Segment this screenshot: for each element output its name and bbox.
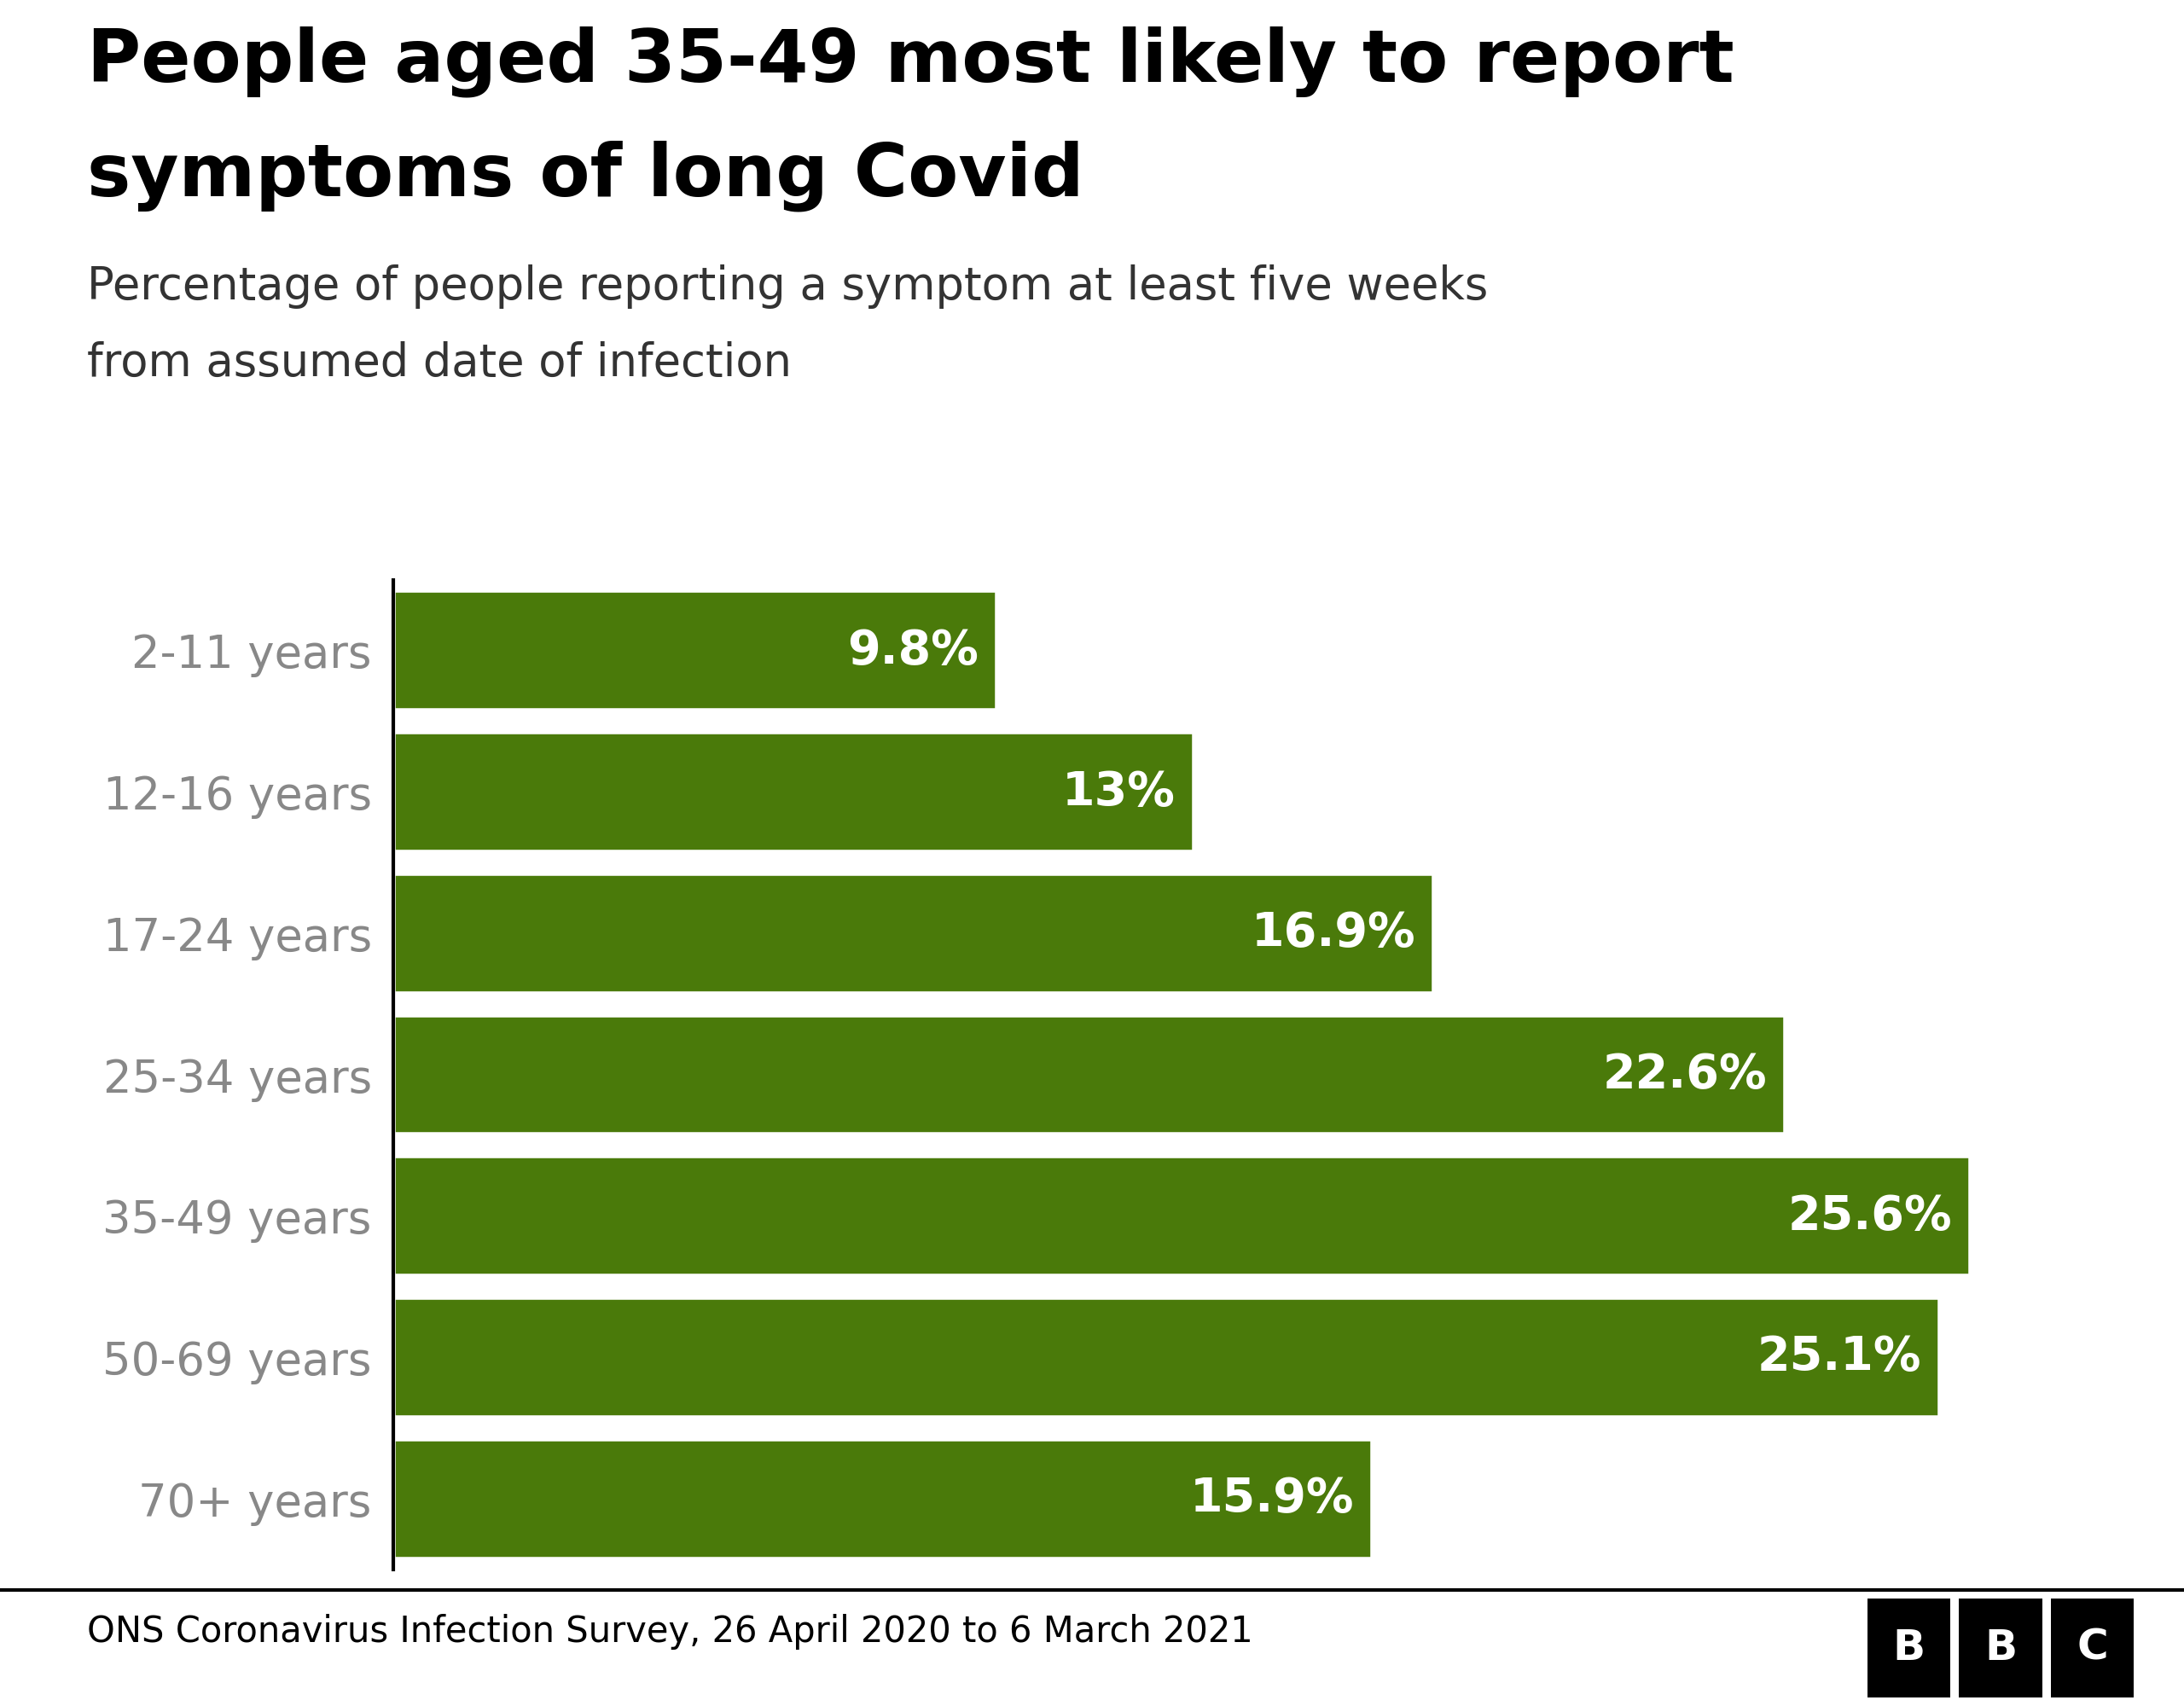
Bar xyxy=(393,732,1195,853)
Text: 22.6%: 22.6% xyxy=(1603,1051,1767,1099)
Bar xyxy=(393,1298,1939,1418)
Text: Percentage of people reporting a symptom at least five weeks: Percentage of people reporting a symptom… xyxy=(87,264,1489,309)
Text: 16.9%: 16.9% xyxy=(1251,911,1415,957)
Bar xyxy=(393,1015,1787,1134)
Bar xyxy=(393,1438,1374,1559)
Text: People aged 35-49 most likely to report: People aged 35-49 most likely to report xyxy=(87,26,1734,97)
Text: 13%: 13% xyxy=(1061,769,1175,815)
Text: from assumed date of infection: from assumed date of infection xyxy=(87,341,793,386)
Text: C: C xyxy=(2077,1628,2108,1668)
Text: ONS Coronavirus Infection Survey, 26 April 2020 to 6 March 2021: ONS Coronavirus Infection Survey, 26 Apr… xyxy=(87,1614,1254,1650)
Text: B: B xyxy=(1894,1628,1924,1668)
Text: symptoms of long Covid: symptoms of long Covid xyxy=(87,140,1083,212)
Bar xyxy=(393,590,996,711)
Bar xyxy=(393,873,1435,993)
Text: 25.1%: 25.1% xyxy=(1758,1334,1922,1380)
Text: 15.9%: 15.9% xyxy=(1190,1476,1354,1522)
Bar xyxy=(393,1157,1970,1276)
Text: B: B xyxy=(1985,1628,2016,1668)
Text: 9.8%: 9.8% xyxy=(847,628,978,674)
Text: 25.6%: 25.6% xyxy=(1789,1192,1952,1239)
